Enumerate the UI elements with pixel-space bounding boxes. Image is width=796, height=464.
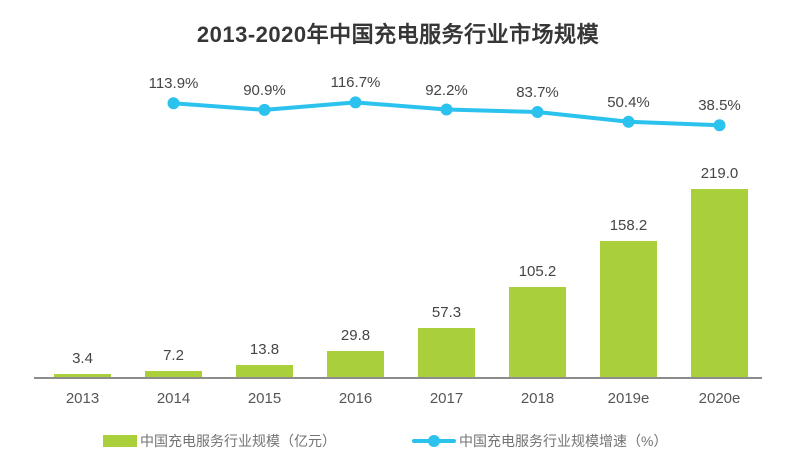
growth-point-2020e bbox=[713, 119, 726, 132]
x-axis-label-2016: 2016 bbox=[338, 390, 373, 407]
x-axis-label-2020e: 2020e bbox=[698, 390, 741, 407]
bar-series-swatch-icon bbox=[103, 435, 137, 447]
x-axis-label-2019e: 2019e bbox=[607, 390, 650, 407]
x-axis-label-2014: 2014 bbox=[156, 390, 191, 407]
bar-series-legend-label: 中国充电服务行业规模（亿元） bbox=[140, 433, 336, 449]
growth-point-2014 bbox=[167, 97, 180, 110]
x-axis-label-2013: 2013 bbox=[65, 390, 100, 407]
bar-value-label-2018: 105.2 bbox=[518, 263, 557, 280]
growth-value-label-2017: 92.2% bbox=[425, 82, 468, 99]
x-axis-label-2017: 2017 bbox=[429, 390, 464, 407]
legend-item-bar-series: 中国充电服务行业规模（亿元） bbox=[103, 431, 336, 451]
x-axis-label-2018: 2018 bbox=[520, 390, 555, 407]
growth-point-2019e bbox=[622, 115, 635, 128]
bar-2017 bbox=[418, 328, 475, 377]
bar-2014 bbox=[145, 371, 202, 377]
bar-value-label-2017: 57.3 bbox=[431, 304, 462, 321]
growth-point-2016 bbox=[349, 96, 362, 109]
growth-value-label-2014: 113.9% bbox=[148, 75, 199, 92]
bar-2015 bbox=[236, 365, 293, 377]
bar-2019e bbox=[600, 241, 657, 377]
growth-value-label-2020e: 38.5% bbox=[698, 97, 741, 114]
x-axis-label-2015: 2015 bbox=[247, 390, 282, 407]
bar-2020e bbox=[691, 189, 748, 377]
growth-point-2017 bbox=[440, 103, 453, 116]
growth-value-label-2015: 90.9% bbox=[243, 82, 286, 99]
bar-2013 bbox=[54, 374, 111, 377]
bar-value-label-2019e: 158.2 bbox=[609, 217, 648, 234]
growth-point-2015 bbox=[258, 103, 271, 116]
bar-value-label-2015: 13.8 bbox=[249, 341, 280, 358]
bar-2016 bbox=[327, 351, 384, 377]
line-series-legend-label: 中国充电服务行业规模增速（%） bbox=[459, 433, 668, 449]
bar-value-label-2016: 29.8 bbox=[340, 327, 371, 344]
line-series-swatch-icon bbox=[412, 435, 456, 447]
bar-value-label-2013: 3.4 bbox=[72, 350, 93, 367]
legend-item-line-series: 中国充电服务行业规模增速（%） bbox=[412, 431, 667, 451]
bar-value-label-2020e: 219.0 bbox=[700, 165, 739, 182]
bar-value-label-2014: 7.2 bbox=[163, 347, 184, 364]
growth-value-label-2018: 83.7% bbox=[516, 84, 559, 101]
chart-title: 2013-2020年中国充电服务行业市场规模 bbox=[196, 22, 600, 47]
bar-2018 bbox=[509, 287, 566, 377]
growth-value-label-2016: 116.7% bbox=[330, 74, 381, 91]
x-axis-line bbox=[34, 377, 762, 379]
growth-value-label-2019e: 50.4% bbox=[607, 94, 650, 111]
growth-point-2018 bbox=[531, 106, 544, 118]
